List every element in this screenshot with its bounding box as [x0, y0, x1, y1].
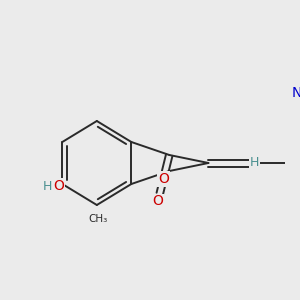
Text: H: H: [42, 179, 52, 193]
Text: O: O: [158, 172, 169, 186]
Text: O: O: [152, 194, 163, 208]
Text: CH₃: CH₃: [88, 214, 107, 224]
Text: N: N: [292, 86, 300, 100]
Text: O: O: [53, 179, 64, 193]
Text: H: H: [250, 157, 260, 169]
